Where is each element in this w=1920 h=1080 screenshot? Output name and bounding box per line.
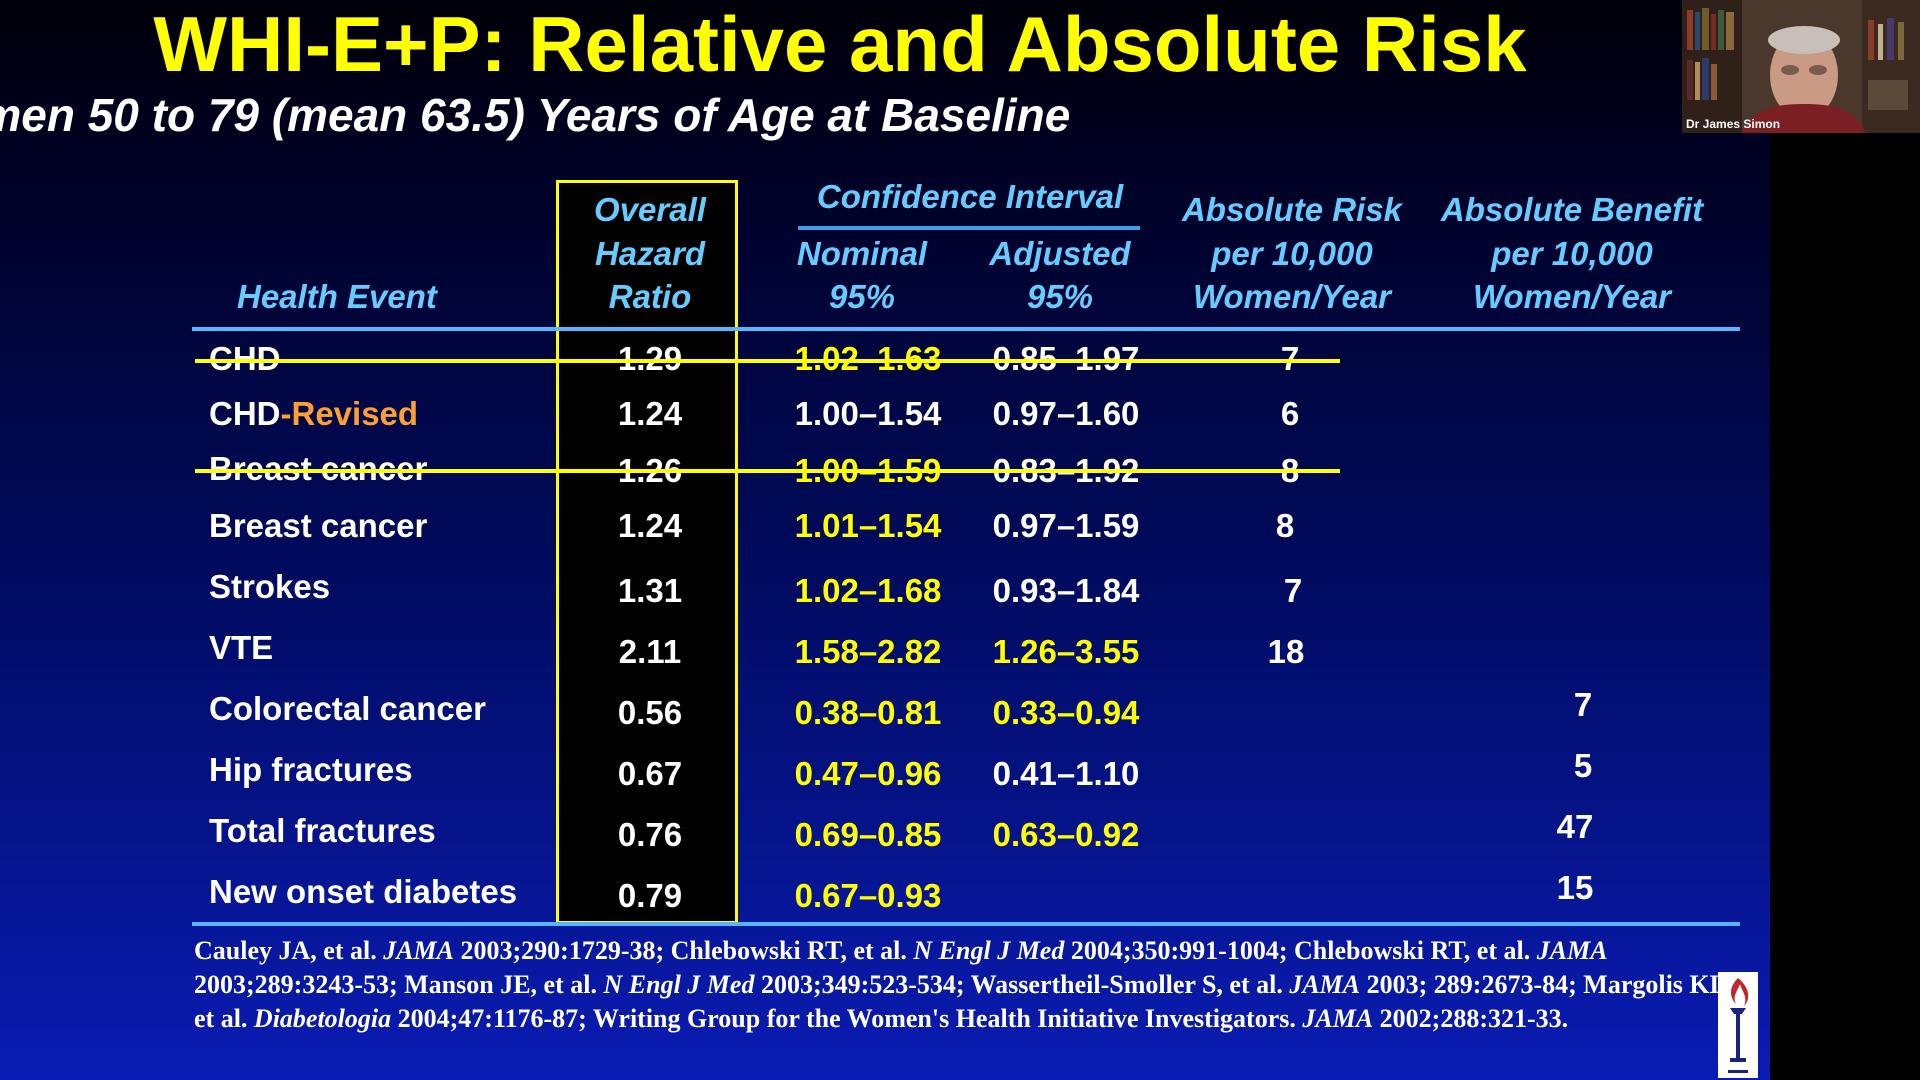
row-5-hazard-ratio: 2.11 [618,633,682,670]
row-5-adjusted-ci: 1.26–3.55 [992,633,1140,670]
slide-subtitle-text: Women 50 to 79 (mean 63.5) Years of Age … [0,89,1071,141]
row-0-event: CHD [209,340,281,377]
row-3-nominal-ci: 1.01–1.54 [794,507,942,544]
row-8-nominal-ci: 0.69–0.85 [794,816,942,853]
row-1-event: CHD-Revised [209,395,418,433]
row-4-nominal-ci: 1.02–1.68 [794,572,942,609]
header-absolute-benefit-unit: Women/Year [1472,278,1672,315]
ref-journal: Diabetologia [253,1004,392,1033]
row-1-event-name: CHD [209,395,281,432]
header-nominal-pct: 95% [828,278,896,315]
row-7-hazard-ratio: 0.67 [617,755,683,792]
header-nominal: Nominal [796,235,928,272]
row-6-adjusted-ci: 0.33–0.94 [992,694,1140,731]
header-absolute-benefit: Absolute Benefit [1440,191,1704,228]
ref-text: Cauley JA, et al. [194,936,384,965]
ref-journal: N Engl J Med [603,970,755,999]
header-overall: Overall [594,191,706,228]
row-4-adjusted-ci: 0.93–1.84 [992,572,1140,609]
row-9-event: New onset diabetes [209,873,518,910]
ref-journal: JAMA [1536,936,1608,965]
row-8-event: Total fractures [209,812,436,849]
row-3-hazard-ratio: 1.24 [617,507,683,544]
header-absolute-risk: Absolute Risk [1181,191,1403,228]
row-3-absolute-risk: 8 [1275,507,1295,544]
row-1-absolute-risk: 6 [1280,395,1300,432]
row-5-nominal-ci: 1.58–2.82 [794,633,942,670]
ref-text: 2003;289:3243-53; Manson JE, et al. [194,970,604,999]
ref-text: 2002;288:321-33. [1373,1004,1569,1033]
header-ratio: Ratio [608,278,692,315]
row-7-event: Hip fractures [209,751,413,788]
row-3-adjusted-ci: 0.97–1.59 [992,507,1140,544]
ref-journal: JAMA [383,936,455,965]
header-adjusted-pct: 95% [1026,278,1094,315]
ref-journal: N Engl J Med [913,936,1065,965]
row-7-absolute-benefit: 5 [1573,747,1593,784]
header-adjusted: Adjusted [989,235,1131,272]
row-7-adjusted-ci: 0.41–1.10 [992,755,1140,792]
header-absolute-benefit-per: per 10,000 [1491,235,1653,272]
slide-subtitle: Women 50 to 79 (mean 63.5) Years of Age … [0,88,1770,142]
presentation-slide: WHI-E+P: Relative and Absolute Risk Wome… [0,0,1770,1080]
participant-video-image [1682,0,1920,133]
ref-text: 2003; 289:2673-84; Margolis KL, et al. [194,970,1734,1033]
table-bottom-rule [192,922,1740,926]
row-0-adjusted-ci: 0.85–1.97 [992,340,1140,377]
references: Cauley JA, et al. JAMA 2003;290:1729-38;… [194,934,1734,1036]
row-1-nominal-ci: 1.00–1.54 [794,395,942,432]
row-9-hazard-ratio: 0.79 [617,877,683,914]
row-8-absolute-benefit: 47 [1556,808,1594,845]
row-7-nominal-ci: 0.47–0.96 [794,755,942,792]
row-6-hazard-ratio: 0.56 [617,694,683,731]
row-4-hazard-ratio: 1.31 [617,572,683,609]
hazard-ratio-highlight-box [556,180,738,924]
row-0-strikethrough [195,359,1340,363]
ref-text: 2003;349:523-534; Wassertheil-Smoller S,… [754,970,1290,999]
row-9-absolute-benefit: 15 [1556,869,1594,906]
row-3-event: Breast cancer [209,507,428,544]
row-1-hazard-ratio: 1.24 [617,395,683,432]
participant-video-thumbnail[interactable]: Dr James Simon [1682,0,1920,133]
confidence-interval-rule [798,226,1140,230]
row-6-absolute-benefit: 7 [1573,686,1593,723]
row-8-hazard-ratio: 0.76 [617,816,683,853]
table-header-rule [192,327,1740,331]
row-0-nominal-ci: 1.02–1.63 [794,340,942,377]
ref-text: 2003;290:1729-38; Chlebowski RT, et al. [454,936,914,965]
row-0-absolute-risk: 7 [1225,340,1355,378]
ref-journal: JAMA [1289,970,1361,999]
row-4-absolute-risk: 7 [1283,572,1303,609]
row-5-absolute-risk: 18 [1267,633,1305,670]
slide-title: WHI-E+P: Relative and Absolute Risk [153,0,1527,88]
ref-text: 2004;350:991-1004; Chlebowski RT, et al. [1064,936,1537,965]
row-2-strikethrough [195,469,1340,473]
torch-logo-icon [1718,972,1758,1078]
participant-name: Dr James Simon [1686,117,1781,131]
row-1-revised-label: -Revised [280,395,419,432]
row-6-nominal-ci: 0.38–0.81 [794,694,942,731]
header-absolute-risk-per: per 10,000 [1211,235,1373,272]
header-health-event: Health Event [237,278,437,315]
row-1-adjusted-ci: 0.97–1.60 [992,395,1140,432]
row-6-event: Colorectal cancer [209,690,486,727]
row-8-adjusted-ci: 0.63–0.92 [992,816,1140,853]
row-0-hazard-ratio: 1.29 [617,340,683,377]
header-absolute-risk-unit: Women/Year [1192,278,1392,315]
row-9-nominal-ci: 0.67–0.93 [794,877,942,914]
row-2-event: Breast cancer [209,450,428,487]
row-5-event: VTE [209,629,274,666]
header-confidence-interval: Confidence Interval [816,178,1124,215]
ref-text: 2004;47:1176-87; Writing Group for the W… [391,1004,1303,1033]
row-4-event: Strokes [209,568,331,605]
ref-journal: JAMA [1302,1004,1374,1033]
header-hazard: Hazard [594,235,706,272]
